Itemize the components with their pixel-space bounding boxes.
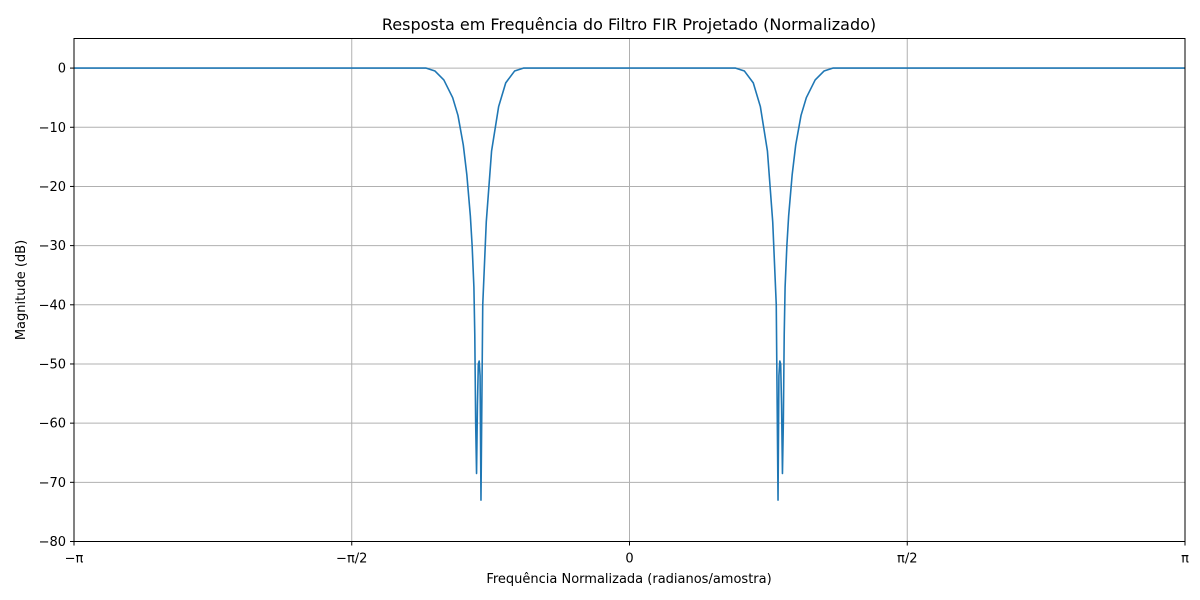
chart-title: Resposta em Frequência do Filtro FIR Pro… [382,15,876,34]
y-tick-label: −60 [39,417,66,432]
y-tick-label: −20 [39,180,66,195]
x-tick-label: −π [65,552,84,567]
x-axis-label: Frequência Normalizada (radianos/amostra… [486,572,771,587]
y-tick-label: −50 [39,357,66,372]
tick-layer: −π −π/2 0 π/2 π 0 −10 −20 −30 −40 −50 −60 −70 −80 [39,62,1190,567]
y-tick-label: −70 [39,476,66,491]
x-tick-label: π/2 [897,552,917,567]
y-tick-label: −40 [39,298,66,313]
y-axis-label: Magnitude (dB) [14,240,29,340]
grid-layer [73,38,1186,542]
y-tick-label: −30 [39,239,66,254]
x-tick-label: π [1181,552,1189,567]
series-layer [74,67,1185,501]
x-tick-label: −π/2 [336,552,367,567]
x-tick-label: 0 [625,552,633,567]
y-tick-label: −10 [39,121,66,136]
y-tick-label: −80 [39,535,66,550]
frequency-response-line [74,67,1185,501]
y-tick-label: 0 [58,62,66,77]
